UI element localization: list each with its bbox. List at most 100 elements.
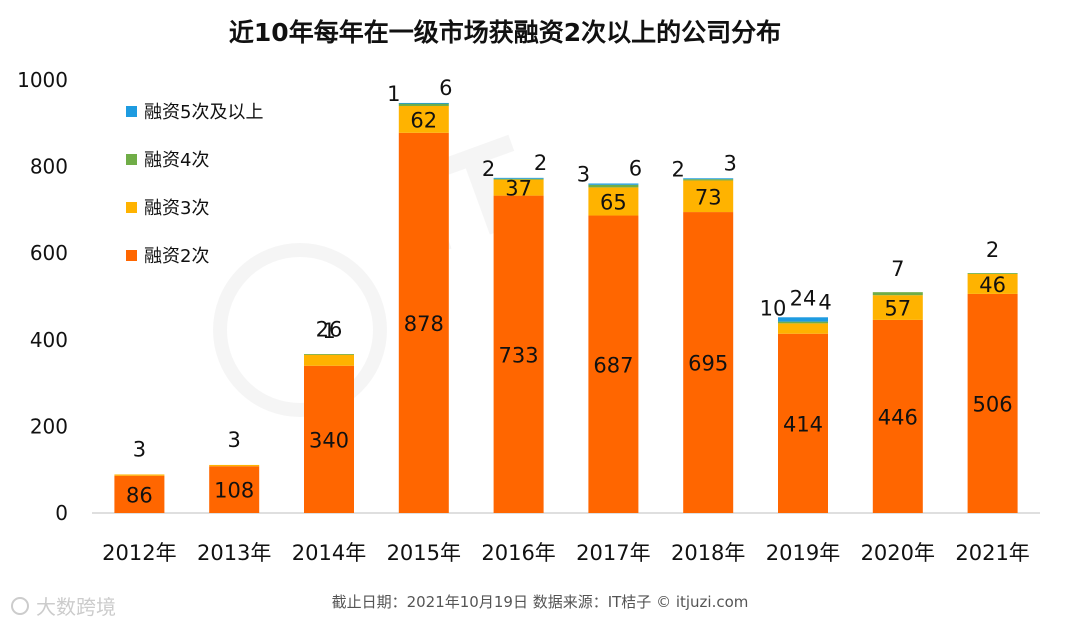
bar-segment [588,184,639,188]
data-label: 878 [404,312,444,336]
data-label: 57 [884,297,911,321]
bar-segment [114,475,165,513]
chart-title: 近10年每年在一级市场获融资2次以上的公司分布 [229,18,781,47]
bar-segment [967,293,1018,513]
data-label: 1 [387,82,400,106]
data-label: 3 [228,428,241,452]
y-axis: 0 200 400 600 800 1000 [17,68,68,525]
legend-swatch [126,154,137,165]
y-tick-label: 0 [55,501,68,525]
bar-segment [683,180,734,213]
x-tick-label: 2013年 [197,541,271,565]
data-label: 62 [410,108,437,132]
bar-group: 340 261 [304,318,354,513]
bar-segment [114,474,165,476]
x-axis: 2012年 2013年 2014年 2015年 2016年 2017年 2018年 2019年… [102,541,1030,565]
legend-swatch [126,202,137,213]
data-label: 73 [695,185,722,209]
data-label: 340 [309,428,349,452]
data-label: 6 [629,156,642,180]
legend-swatch [126,250,137,261]
background-watermark: IT [213,243,387,417]
data-label: 26 [316,318,343,342]
data-label: 2 [534,151,547,175]
bar-segment [778,323,828,334]
bar-segment [872,292,923,296]
bar-group: 446 57 7 [872,257,923,513]
data-label: 3 [577,162,590,186]
data-label: 3 [133,437,146,461]
bar-group: 695 733 2 [672,151,737,513]
data-label: 37 [505,177,532,201]
x-tick-label: 2016年 [481,541,555,565]
x-tick-label: 2012年 [102,541,176,565]
bar-group: 86 3 [114,437,165,513]
bar-segment [683,212,734,513]
data-label: 4 [818,290,831,314]
x-tick-label: 2020年 [861,541,935,565]
source-note: 截止日期：2021年10月19日 数据来源：IT桔子 © itjuzi.com [332,593,749,611]
x-tick-label: 2014年 [292,541,366,565]
bar-segment [493,177,544,179]
bar-group: 414 24 4 10 [760,286,832,513]
data-label: 65 [600,190,627,214]
data-label: 2 [986,238,999,262]
watermark-logo-ring [213,243,387,417]
data-label: 10 [760,296,787,320]
data-label: 414 [783,412,823,436]
bar-segment [398,105,449,133]
x-tick-label: 2018年 [671,541,745,565]
bar-segment [967,273,1018,274]
bar-segment [398,102,449,104]
bar-segment [683,179,734,181]
y-tick-label: 400 [30,328,68,352]
legend-swatch [126,106,137,117]
data-label: 2 [672,157,685,181]
data-label: 1 [322,319,335,343]
watermark-text: 大数跨境 [36,595,116,619]
data-label: 24 [790,286,817,310]
bar-segment [778,317,828,322]
y-tick-label: 800 [30,155,68,179]
bar-segment [588,187,639,216]
data-label: 86 [126,483,153,507]
bar-segment [398,103,449,106]
bar-segment [588,183,639,185]
bar-segment [778,321,828,324]
x-tick-label: 2021年 [955,541,1029,565]
data-label: 695 [688,352,728,376]
x-tick-label: 2019年 [766,541,840,565]
data-label: 687 [593,353,633,377]
legend-label: 融资5次及以上 [144,102,263,123]
bar-segment [683,178,734,180]
bar-segment [872,295,923,320]
bar-segment [493,178,544,180]
data-label: 2 [482,157,495,181]
y-tick-label: 200 [30,414,68,438]
bar-segment [209,464,260,467]
x-tick-label: 2015年 [387,541,461,565]
data-label: 3 [724,151,737,175]
data-label: 6 [439,76,452,100]
bar-segment [304,354,354,366]
bar-group: 878 626 1 [387,76,452,514]
bar-segment [588,215,639,514]
legend-label: 融资4次 [144,150,209,171]
bar-group: 506 46 2 [967,238,1018,513]
bar-segment [967,273,1018,294]
data-label: 506 [973,392,1013,416]
bar-group: 108 3 [209,428,260,513]
bar-group: 687 656 3 [577,156,642,514]
bar-segment [778,333,828,513]
legend-label: 融资2次 [144,246,209,267]
x-tick-label: 2017年 [576,541,650,565]
y-tick-label: 600 [30,241,68,265]
data-label: 108 [214,479,254,503]
corner-watermark: 大数跨境 [11,595,116,619]
watermark-brand-icon [11,597,29,615]
legend-label: 融资3次 [144,198,209,219]
